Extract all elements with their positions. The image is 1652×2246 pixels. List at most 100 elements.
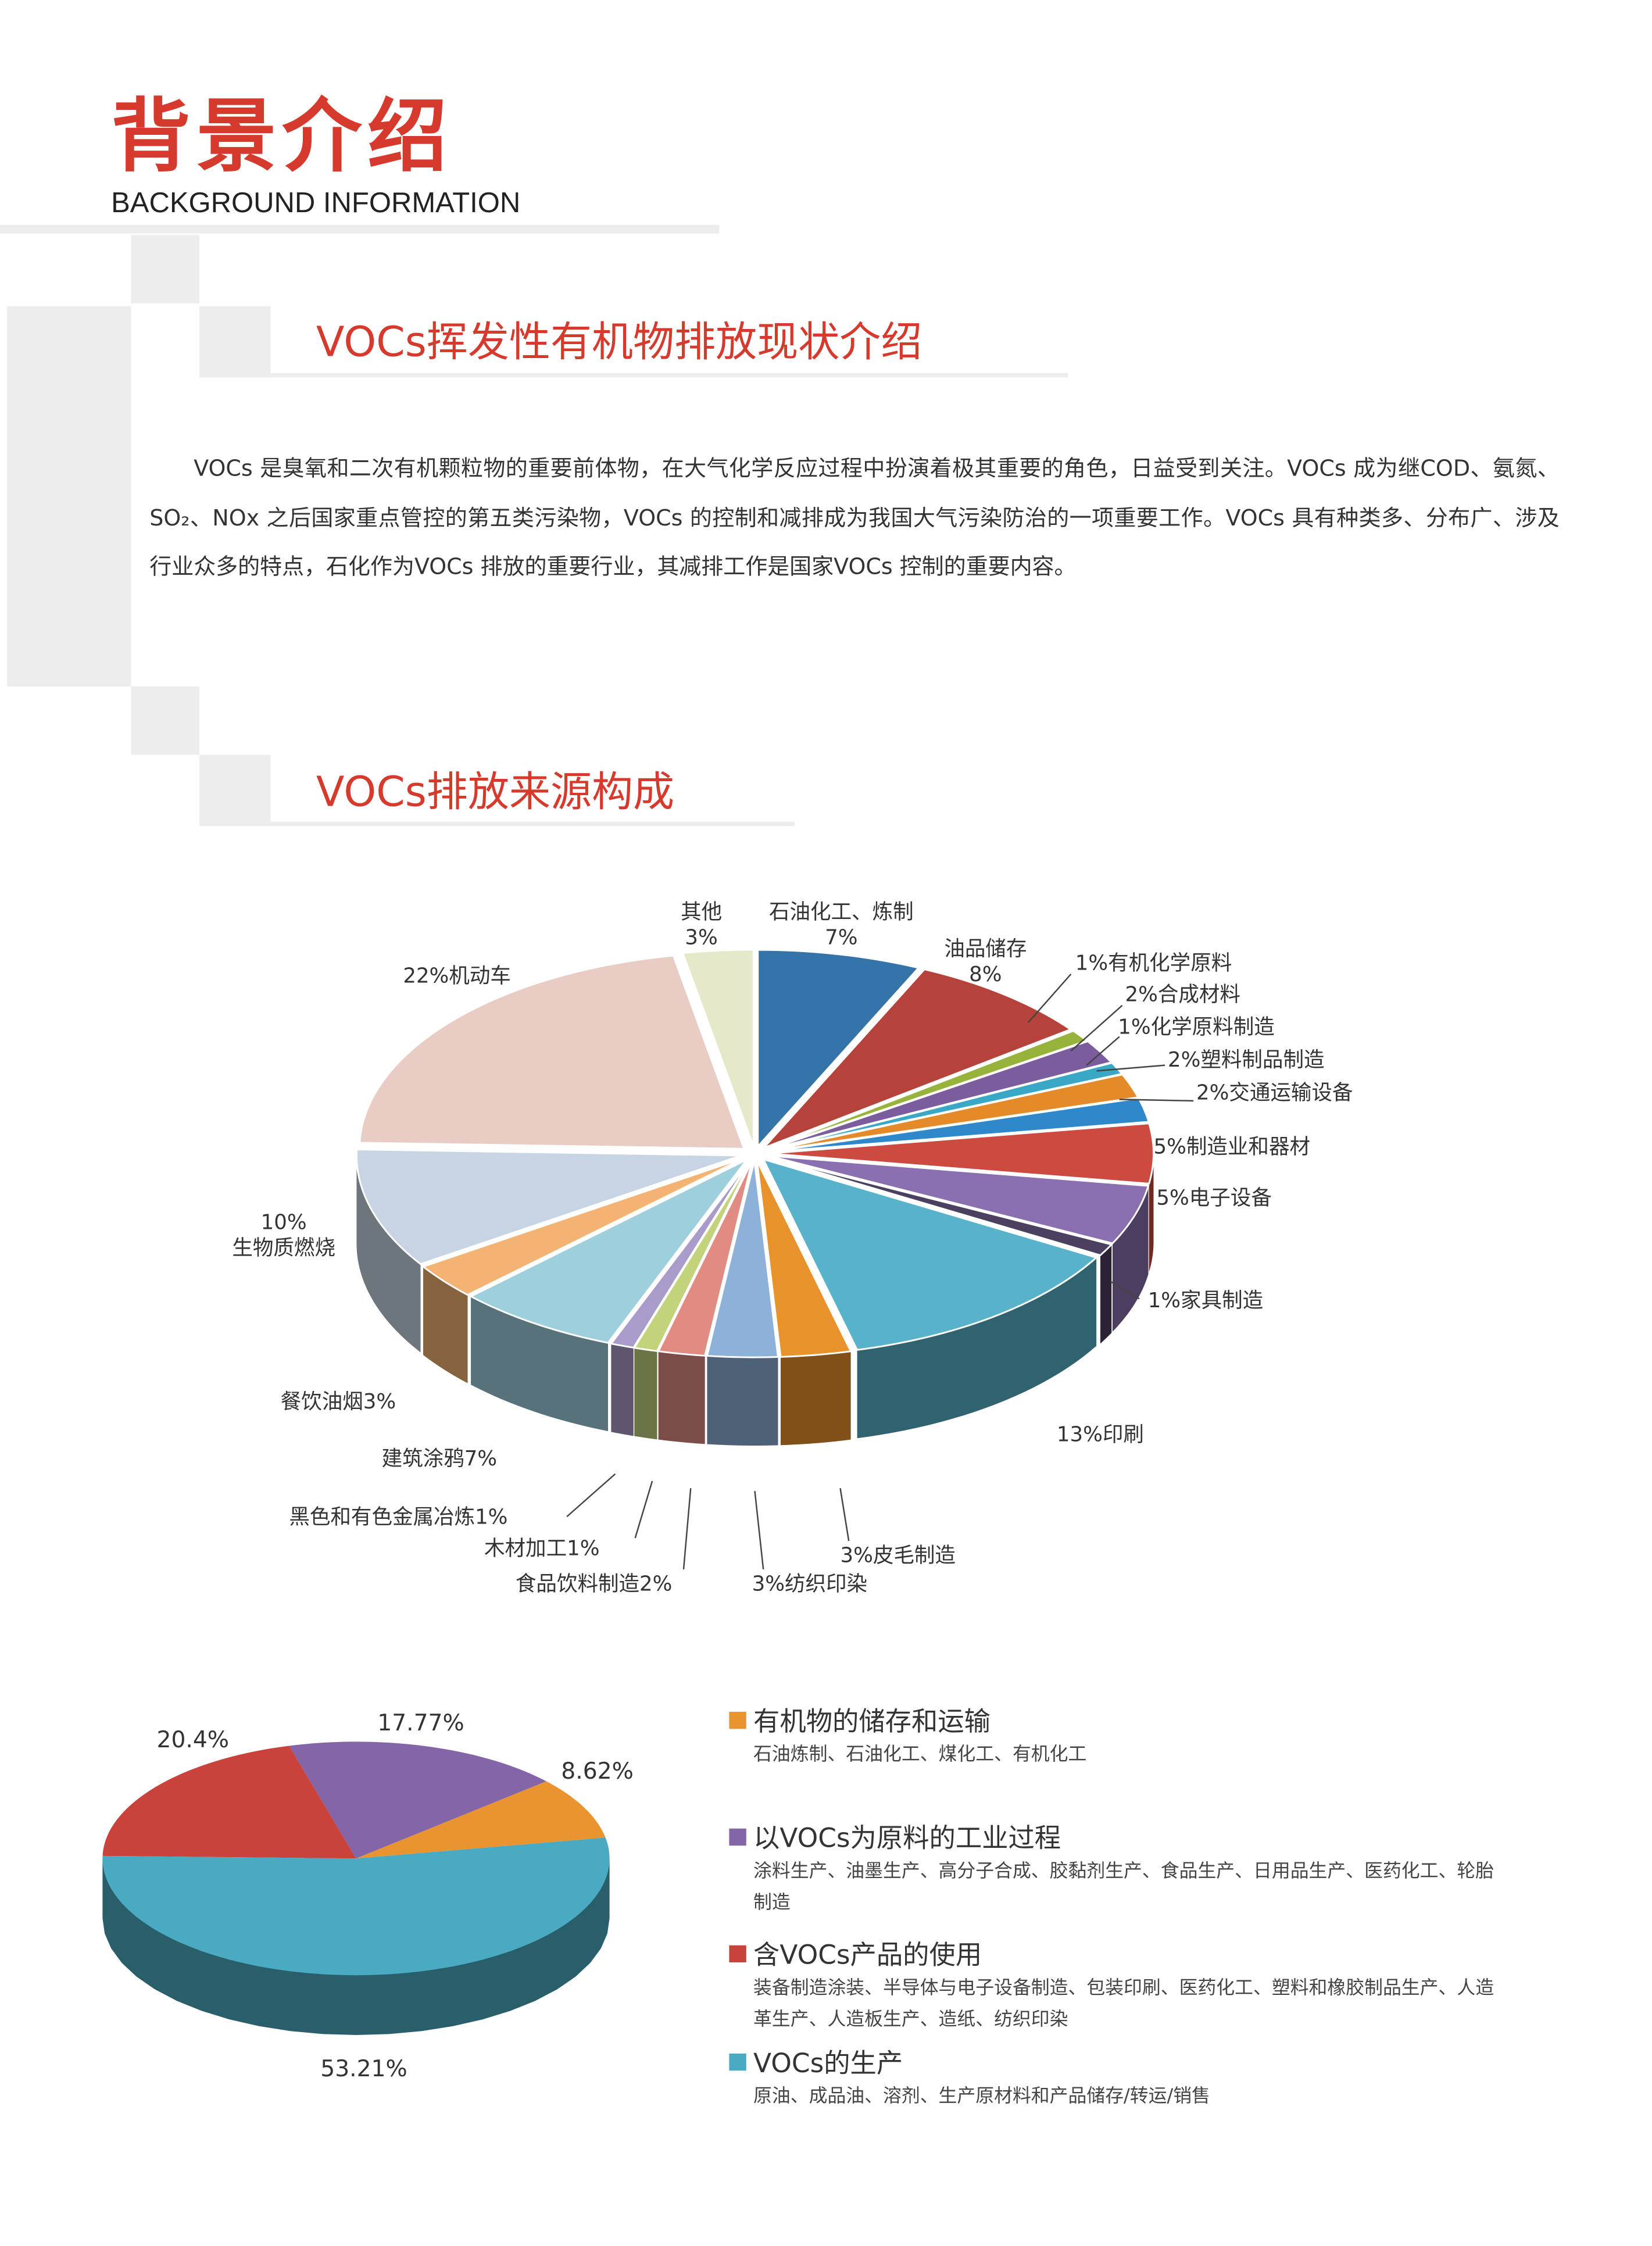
pie1-slice-side	[634, 1347, 657, 1440]
legend-swatch	[729, 1711, 746, 1729]
pie1-label: 5%电子设备	[1156, 1188, 1272, 1211]
pie1-slice-side	[1149, 1153, 1154, 1272]
pie1-slice	[632, 1160, 752, 1353]
pie1-label-biomass: 10% 生物质燃烧	[232, 1211, 335, 1261]
pie1-slice	[768, 1122, 1154, 1185]
pie1-label: 13%印刷	[1056, 1424, 1144, 1447]
pie1-label: 3%皮毛制造	[840, 1545, 956, 1568]
pie1-slice	[757, 949, 920, 1149]
page-subtitle: BACKGROUND INFORMATION	[111, 188, 521, 220]
legend-desc: 装备制造涂装、半导体与电子设备制造、包装印刷、医药化工、塑料和橡胶制品生产、人造…	[753, 1978, 1494, 2031]
pie1-slice	[706, 1160, 779, 1358]
intro-paragraph: VOCs 是臭氧和二次有机颗粒物的重要前体物，在大气化学反应过程中扮演着极其重要…	[149, 444, 1560, 592]
pie1-slice	[681, 949, 755, 1147]
pie2-slice-side	[102, 1858, 610, 2036]
pie1-label: 1%有机化学原料	[1075, 953, 1232, 976]
legend-title: 以VOCs为原料的工业过程	[753, 1824, 1061, 1854]
pie1-slice	[768, 1073, 1140, 1152]
pie2-label: 17.77%	[377, 1709, 464, 1736]
legend-item: 有机物的储存和运输 石油炼制、石油化工、煤化工、有机化工	[729, 1706, 1505, 1823]
pie1-slice-side	[1112, 1186, 1149, 1332]
pie1-leader-line	[1119, 1099, 1194, 1102]
pie1-label: 2%塑料制品制造	[1168, 1049, 1325, 1072]
pie1-label: 餐饮油烟3%	[280, 1391, 396, 1414]
pie1-slice-side	[423, 1267, 468, 1383]
pie1-slice	[761, 1158, 1099, 1351]
pie1-leader-line	[1070, 1004, 1123, 1052]
pie1-label: 建筑涂鸦7%	[381, 1448, 498, 1471]
decor-block	[199, 754, 271, 824]
pie1-label: 木材加工1%	[484, 1538, 600, 1561]
pie1-label: 食品饮料制造2%	[515, 1573, 673, 1597]
pie2-label: 20.4%	[156, 1726, 230, 1753]
pie1-slice	[359, 954, 746, 1150]
legend-swatch	[729, 1828, 746, 1846]
pie1-leader-line	[1096, 1064, 1165, 1072]
pie1-leader-line	[1027, 973, 1072, 1023]
pie2-label: 53.21%	[320, 2055, 407, 2082]
pie1-leader-line	[566, 1473, 616, 1518]
pie1-label: 2%合成材料	[1125, 983, 1240, 1007]
pie1-label-oil-storage: 油品储存 8%	[944, 938, 1027, 987]
pie1-label: 2%交通运输设备	[1196, 1082, 1353, 1106]
page-title: 背景介绍	[111, 91, 453, 184]
pie1-slice-side	[780, 1351, 851, 1446]
pie1-leader-line	[682, 1488, 692, 1570]
pie1-label: 3%纺织印染	[752, 1573, 868, 1597]
pie1-label: 22%机动车	[403, 965, 511, 989]
pie1-slice	[657, 1160, 753, 1357]
pie1-slice-side	[611, 1343, 634, 1436]
legend-title: 有机物的储存和运输	[753, 1707, 991, 1737]
pie2-legend: 有机物的储存和运输 石油炼制、石油化工、煤化工、有机化工 以VOCs为原料的工业…	[729, 1706, 1505, 2113]
pie1-label: 1%化学原料制造	[1118, 1017, 1275, 1040]
pie1-slice-side	[707, 1356, 778, 1446]
legend-desc: 涂料生产、油墨生产、高分子合成、胶黏剂生产、食品生产、日用品生产、医药化工、轮胎…	[753, 1861, 1494, 1914]
legend-title: 含VOCs产品的使用	[753, 1941, 982, 1971]
pie1-slice	[355, 1149, 742, 1265]
pie2-slice	[356, 1781, 606, 1859]
decor-block	[7, 306, 131, 686]
section1-heading: VOCs挥发性有机物排放现状介绍	[316, 317, 922, 366]
legend-desc: 石油炼制、石油化工、煤化工、有机化工	[753, 1744, 1087, 1766]
header-divider	[0, 225, 720, 234]
pie1-slice-side	[471, 1296, 609, 1432]
legend-swatch	[729, 1945, 746, 1963]
intro-text: VOCs 是臭氧和二次有机颗粒物的重要前体物，在大气化学反应过程中扮演着极其重要…	[149, 456, 1560, 580]
pie1-leader-line	[754, 1491, 764, 1570]
pie1-slice	[763, 968, 1072, 1149]
pie1-slice-side	[356, 1155, 421, 1353]
pie1-label-other: 其他 3%	[681, 901, 723, 950]
pie1-label: 1%家具制造	[1147, 1290, 1264, 1313]
pie2-label: 8.62%	[561, 1757, 634, 1784]
legend-item: 以VOCs为原料的工业过程 涂料生产、油墨生产、高分子合成、胶黏剂生产、食品生产…	[729, 1823, 1505, 1940]
legend-swatch	[729, 2053, 746, 2071]
legend-item: 含VOCs产品的使用 装备制造涂装、半导体与电子设备制造、包装印刷、医药化工、塑…	[729, 1940, 1505, 2048]
legend-desc: 原油、成品油、溶剂、生产原材料和产品储存/转运/销售	[753, 2086, 1210, 2108]
legend-item: VOCs的生产 原油、成品油、溶剂、生产原材料和产品储存/转运/销售	[729, 2048, 1505, 2113]
pie2-slice	[289, 1741, 546, 1859]
decor-block	[131, 686, 199, 755]
legend-title: VOCs的生产	[753, 2049, 903, 2079]
pie1-leader-line	[634, 1480, 653, 1539]
pie1-label-petrochem: 石油化工、炼制 7%	[769, 901, 914, 950]
section2-divider	[199, 821, 795, 826]
pie1-slice	[469, 1158, 748, 1344]
decor-block	[131, 235, 199, 303]
pie1-leader-line	[1086, 1036, 1120, 1066]
pie1-slice	[766, 1029, 1089, 1150]
pie1-slice	[767, 1061, 1124, 1151]
pie1-slice	[767, 1040, 1113, 1151]
pie1-slice	[767, 1156, 1114, 1257]
decor-block	[199, 306, 271, 375]
section2-heading: VOCs排放来源构成	[316, 767, 675, 816]
pie1-slice-side	[658, 1351, 705, 1444]
pie1-leader-line	[839, 1488, 850, 1542]
pie1-slice-side	[1100, 1244, 1112, 1344]
pie1-slice-side	[857, 1257, 1097, 1439]
pie1-slice	[421, 1157, 745, 1296]
pie2-slice	[102, 1837, 610, 1976]
pie1-slice	[768, 1154, 1150, 1244]
